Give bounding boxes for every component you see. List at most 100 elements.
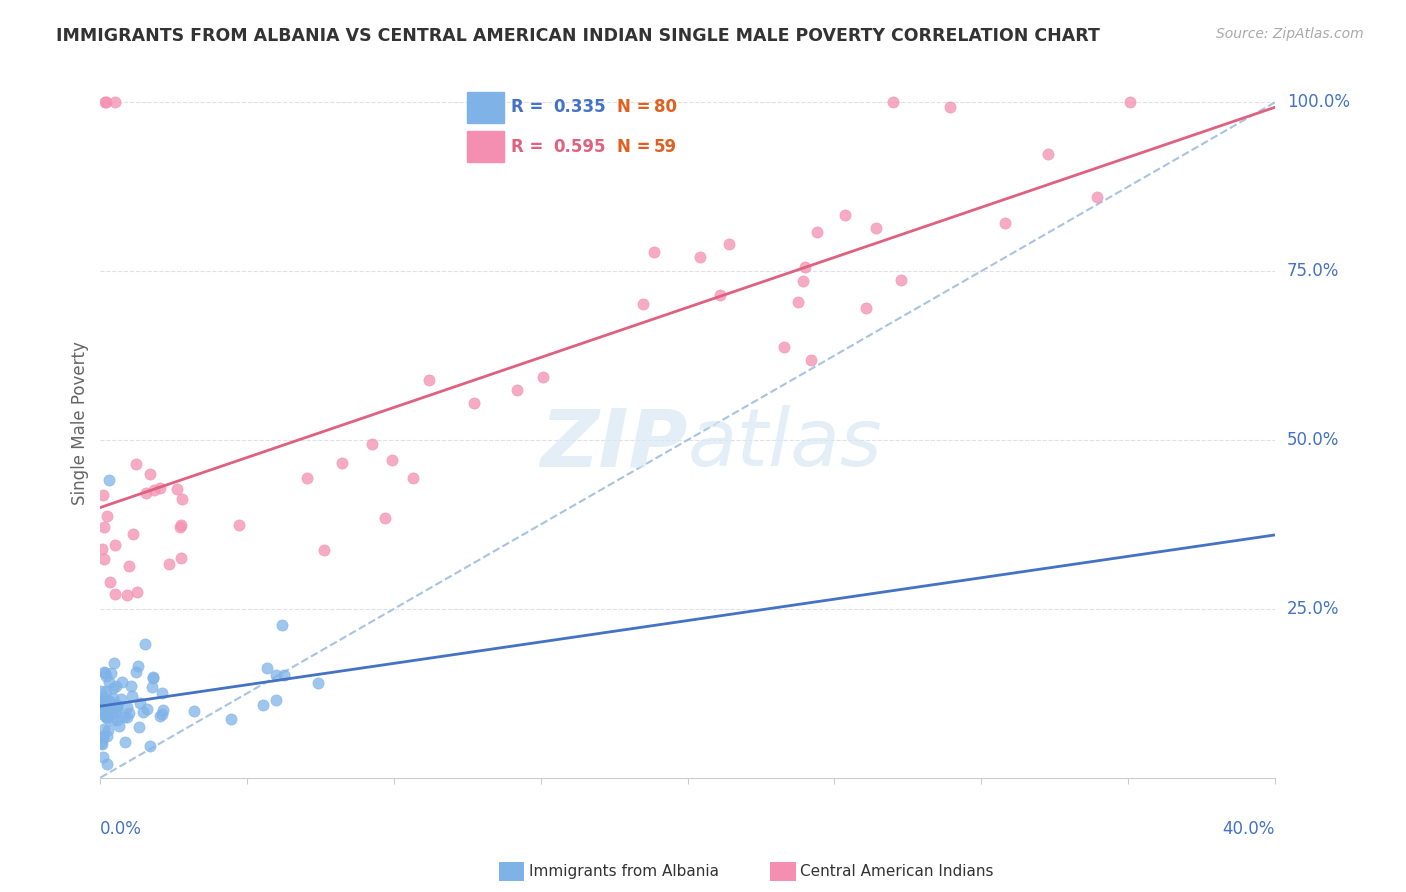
Point (112, 710, 135, 724)
Point (330, 457, 353, 471)
Point (93, 722, 115, 736)
Point (117, 710, 139, 724)
Point (1085, 190, 1108, 204)
Point (105, 702, 128, 716)
Point (104, 95, 127, 110)
Point (141, 680, 163, 694)
Point (96, 711, 118, 725)
Point (97, 723, 120, 738)
Point (125, 457, 148, 471)
Point (110, 692, 132, 706)
Point (643, 244, 665, 259)
Point (270, 618, 292, 632)
Point (96, 95, 118, 110)
Point (105, 698, 128, 713)
Point (121, 689, 143, 703)
Point (96, 730, 118, 744)
Point (792, 274, 814, 288)
Point (103, 681, 125, 696)
Point (142, 483, 165, 497)
Point (994, 216, 1017, 230)
Point (125, 665, 148, 679)
Point (93, 665, 115, 680)
Point (94, 710, 117, 724)
Point (228, 518, 250, 533)
Point (120, 679, 142, 693)
Point (127, 659, 149, 673)
Point (101, 713, 124, 727)
Point (219, 712, 242, 726)
Point (135, 486, 157, 500)
Point (98, 574, 121, 589)
Point (93, 488, 115, 502)
Point (93, 519, 115, 533)
Point (93, 703, 115, 717)
Point (90, 700, 112, 714)
Point (689, 250, 711, 264)
Point (125, 585, 148, 599)
Text: IMMIGRANTS FROM ALBANIA VS CENTRAL AMERICAN INDIAN SINGLE MALE POVERTY CORRELATI: IMMIGRANTS FROM ALBANIA VS CENTRAL AMERI… (56, 27, 1099, 45)
FancyBboxPatch shape (770, 862, 796, 881)
Point (96, 509, 118, 524)
Point (91, 702, 114, 716)
Point (865, 221, 887, 235)
Point (91, 707, 114, 722)
Point (91, 749, 114, 764)
Point (717, 237, 740, 252)
Point (97, 693, 120, 707)
Point (800, 353, 823, 368)
Point (157, 557, 180, 571)
Point (463, 396, 485, 410)
Point (170, 550, 193, 565)
Point (139, 739, 162, 754)
Point (152, 704, 174, 718)
Point (105, 713, 128, 727)
FancyBboxPatch shape (499, 862, 524, 881)
Point (297, 471, 319, 485)
Point (170, 491, 193, 506)
Text: Central American Indians: Central American Indians (800, 864, 994, 879)
Point (108, 718, 131, 732)
Point (111, 675, 134, 690)
Point (96, 669, 118, 683)
Point (96, 757, 118, 772)
Point (96, 709, 118, 723)
Point (96, 707, 118, 722)
Point (138, 467, 160, 481)
Point (101, 706, 124, 721)
Point (150, 686, 173, 700)
Text: 0.0%: 0.0% (100, 821, 142, 838)
Point (90, 694, 112, 708)
Point (169, 520, 191, 534)
Point (105, 698, 128, 712)
Text: ZIP: ZIP (540, 405, 688, 483)
Point (374, 511, 396, 525)
Text: Immigrants from Albania: Immigrants from Albania (529, 864, 718, 879)
Point (90, 736, 112, 750)
Point (834, 208, 856, 222)
Point (252, 698, 274, 713)
Point (307, 676, 329, 690)
Point (256, 661, 278, 675)
Point (128, 719, 150, 733)
Point (98, 699, 121, 714)
Text: 50.0%: 50.0% (1286, 431, 1339, 449)
Point (104, 587, 127, 601)
Point (787, 294, 810, 309)
Point (381, 453, 404, 467)
Point (506, 383, 529, 397)
Text: Source: ZipAtlas.com: Source: ZipAtlas.com (1216, 27, 1364, 41)
Point (94, 95, 117, 110)
Point (93, 690, 115, 705)
Point (98, 474, 121, 488)
Point (115, 700, 138, 714)
Point (90, 704, 112, 718)
Point (90, 541, 112, 556)
Point (122, 527, 145, 541)
Point (1119, 95, 1142, 110)
Point (531, 370, 554, 384)
Point (709, 288, 731, 302)
Point (98, 674, 121, 689)
Point (93, 665, 115, 680)
Point (96, 706, 118, 720)
